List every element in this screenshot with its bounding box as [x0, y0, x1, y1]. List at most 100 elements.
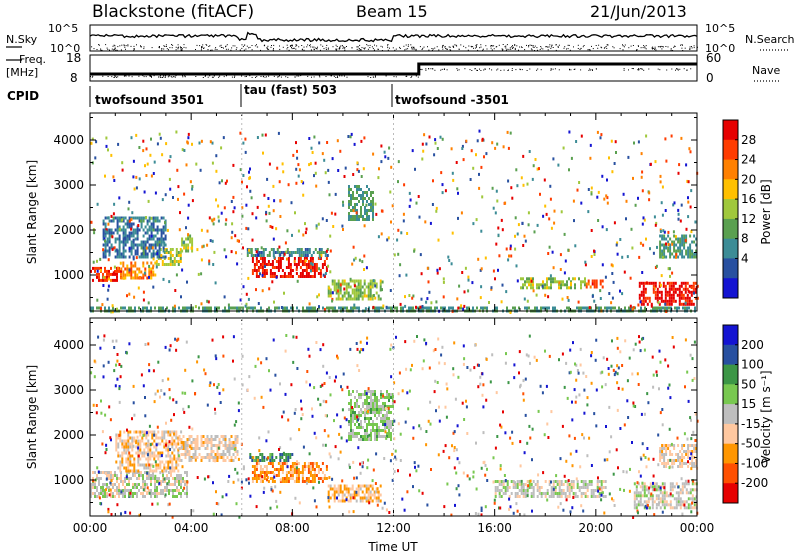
- heatmap-cell: [175, 445, 178, 449]
- heatmap-cell: [306, 306, 308, 310]
- heatmap-cell: [128, 483, 130, 486]
- heatmap-cell: [476, 306, 478, 310]
- heatmap-cell: [562, 489, 565, 492]
- heatmap-cell: [169, 251, 172, 254]
- heatmap-cell: [136, 231, 139, 235]
- heatmap-cell: [669, 255, 672, 259]
- heatmap-cell: [397, 160, 400, 164]
- heatmap-cell: [586, 306, 588, 310]
- heatmap-cell: [653, 286, 656, 290]
- heatmap-cell: [386, 396, 388, 399]
- heatmap-cell: [372, 423, 374, 426]
- heatmap-cell: [289, 263, 292, 266]
- heatmap-cell: [263, 272, 266, 275]
- heatmap-cell: [170, 474, 172, 477]
- nave-point: [491, 69, 493, 71]
- heatmap-cell: [319, 272, 322, 275]
- heatmap-cell: [654, 293, 657, 297]
- heatmap-cell: [261, 459, 264, 462]
- heatmap-cell: [666, 302, 669, 306]
- heatmap-cell: [362, 215, 364, 218]
- heatmap-cell: [356, 168, 359, 172]
- heatmap-cell: [315, 266, 318, 269]
- heatmap-cell: [313, 462, 316, 465]
- heatmap-cell: [218, 438, 221, 441]
- heatmap-cell: [287, 257, 290, 260]
- heatmap-cell: [530, 495, 533, 498]
- heatmap-cell: [141, 430, 144, 434]
- heatmap-cell: [564, 283, 566, 287]
- heatmap-cell: [345, 291, 348, 295]
- heatmap-cell: [369, 496, 372, 500]
- heatmap-cell: [673, 201, 676, 205]
- heatmap-cell: [173, 454, 176, 458]
- heatmap-cell: [148, 267, 151, 271]
- heatmap-cell: [439, 135, 442, 139]
- heatmap-cell: [356, 420, 358, 423]
- heatmap-cell: [257, 266, 260, 269]
- heatmap-cell: [214, 435, 217, 438]
- heatmap-cell: [129, 460, 132, 464]
- heatmap-cell: [135, 430, 138, 434]
- heatmap-cell: [191, 142, 193, 146]
- heatmap-cell: [139, 448, 142, 452]
- nave-point: [558, 69, 560, 71]
- heatmap-cell: [421, 157, 424, 161]
- heatmap-cell: [236, 262, 239, 266]
- heatmap-cell: [134, 252, 137, 256]
- heatmap-cell: [556, 492, 559, 495]
- heatmap-cell: [354, 435, 356, 438]
- heatmap-cell: [155, 469, 158, 473]
- heatmap-cell: [643, 485, 646, 489]
- heatmap-cell: [552, 480, 555, 483]
- heatmap-cell: [163, 248, 166, 251]
- heatmap-cell: [566, 283, 568, 287]
- heatmap-cell: [678, 287, 681, 291]
- nsearch-point: [501, 48, 503, 50]
- heatmap-cell: [676, 306, 678, 310]
- colorbar-tick-label: 20: [741, 172, 756, 186]
- heatmap-cell: [356, 402, 358, 405]
- heatmap-cell: [372, 405, 374, 408]
- heatmap-cell: [285, 480, 288, 483]
- heatmap-cell: [149, 445, 152, 449]
- heatmap-cell: [341, 496, 344, 500]
- heatmap-cell: [275, 474, 278, 477]
- heatmap-cell: [269, 275, 272, 278]
- nsearch-point: [178, 46, 179, 48]
- nsearch-point: [673, 46, 675, 48]
- heatmap-cell: [378, 429, 380, 432]
- heatmap-cell: [645, 488, 648, 492]
- heatmap-cell: [481, 195, 484, 199]
- heatmap-cell: [291, 462, 294, 465]
- nave-point: [457, 69, 459, 71]
- heatmap-cell: [357, 487, 360, 491]
- heatmap-cell: [590, 480, 593, 483]
- heatmap-cell: [163, 442, 166, 446]
- heatmap-cell: [127, 463, 130, 467]
- heatmap-cell: [379, 279, 382, 283]
- heatmap-cell: [690, 230, 693, 234]
- heatmap-cell: [684, 296, 687, 300]
- heatmap-cell: [358, 188, 360, 191]
- heatmap-cell: [128, 480, 130, 483]
- heatmap-cell: [339, 297, 342, 301]
- heatmap-cell: [526, 480, 529, 483]
- heatmap-cell: [129, 463, 132, 467]
- heatmap-cell: [158, 255, 161, 259]
- heatmap-cell: [116, 269, 118, 273]
- heatmap-cell: [224, 438, 227, 441]
- heatmap-cell: [594, 489, 597, 492]
- noise-tick-bottom-right: 10^0: [705, 42, 735, 55]
- heatmap-cell: [654, 223, 657, 227]
- heatmap-cell: [150, 489, 152, 492]
- heatmap-cell: [667, 246, 670, 250]
- heatmap-cell: [466, 306, 468, 310]
- nsearch-point: [407, 45, 409, 47]
- heatmap-cell: [512, 480, 515, 483]
- heatmap-cell: [261, 471, 264, 474]
- heatmap-cell: [677, 494, 680, 498]
- heatmap-cell: [202, 306, 204, 310]
- nsearch-point: [313, 46, 315, 48]
- heatmap-cell: [208, 259, 211, 263]
